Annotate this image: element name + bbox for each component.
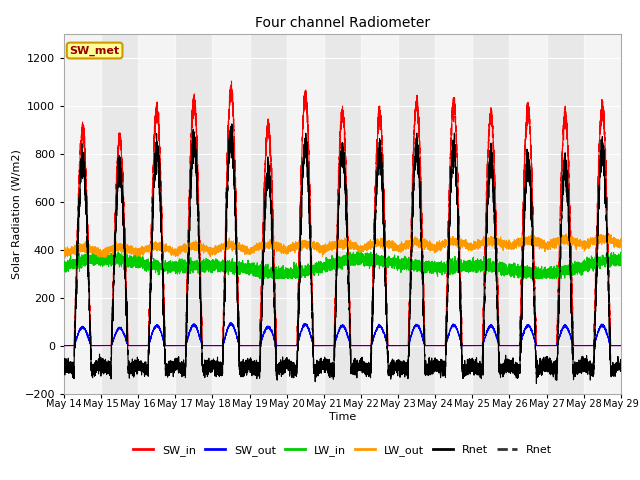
- X-axis label: Time: Time: [329, 412, 356, 422]
- Bar: [361, 34, 398, 394]
- Title: Four channel Radiometer: Four channel Radiometer: [255, 16, 430, 30]
- Bar: [212, 34, 250, 394]
- Legend: SW_in, SW_out, LW_in, LW_out, Rnet, Rnet: SW_in, SW_out, LW_in, LW_out, Rnet, Rnet: [129, 440, 556, 460]
- Bar: [64, 34, 101, 394]
- Bar: [584, 34, 621, 394]
- Bar: [435, 34, 472, 394]
- Bar: [287, 34, 324, 394]
- Bar: [509, 34, 547, 394]
- Y-axis label: Solar Radiation (W/m2): Solar Radiation (W/m2): [12, 149, 22, 278]
- Text: SW_met: SW_met: [70, 46, 120, 56]
- Bar: [138, 34, 175, 394]
